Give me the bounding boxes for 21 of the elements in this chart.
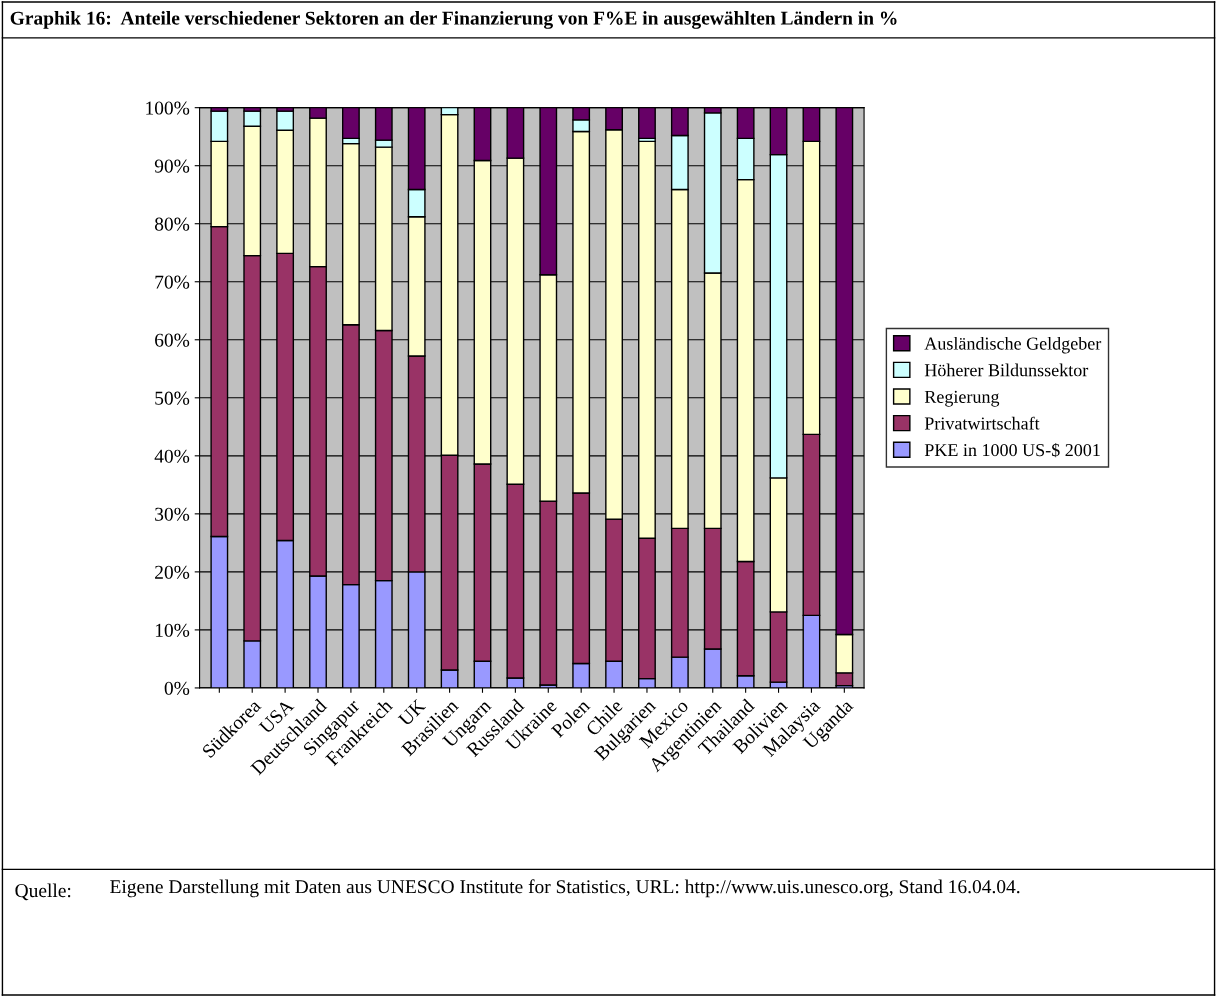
- y-tick-label: 80%: [154, 217, 190, 231]
- y-tick-label: 10%: [155, 623, 190, 637]
- y-tick-label: 30%: [155, 507, 190, 521]
- legend-label: Privatwirtschaft: [924, 416, 1040, 430]
- bar: [638, 107, 656, 140]
- legend-label: Höherer Bildunssektor: [924, 363, 1089, 377]
- y-tick-label: 60%: [155, 333, 190, 347]
- y-tick-label: 40%: [154, 449, 190, 463]
- y-tick-label: 70%: [155, 275, 190, 289]
- legend-label: Regierung: [924, 390, 1000, 407]
- y-tick-label: 0%: [164, 681, 190, 695]
- y-tick-label: 90%: [154, 159, 190, 173]
- y-tick-label: 100%: [146, 101, 190, 115]
- y-tick-label: 20%: [155, 565, 190, 579]
- source-note: Quelle:: [15, 883, 71, 901]
- y-tick-label: 50%: [155, 391, 190, 405]
- text: Eigene Darstellung mit Daten aus UNESCO Institute for Statistics, URL: http://www.uis.unesco.org, Stand 16.04.04.: [110, 879, 1020, 898]
- legend-label: PKE in 1000 US-$ 2001: [924, 442, 1100, 458]
- bar: [341, 107, 360, 140]
- legend-label: Ausländische Geldgeber: [924, 336, 1102, 354]
- chart-title: Graphik 16: Anteile verschiedener Sektoren an der Finanzierung von F%E in ausgewählten Ländern in %: [10, 11, 897, 29]
